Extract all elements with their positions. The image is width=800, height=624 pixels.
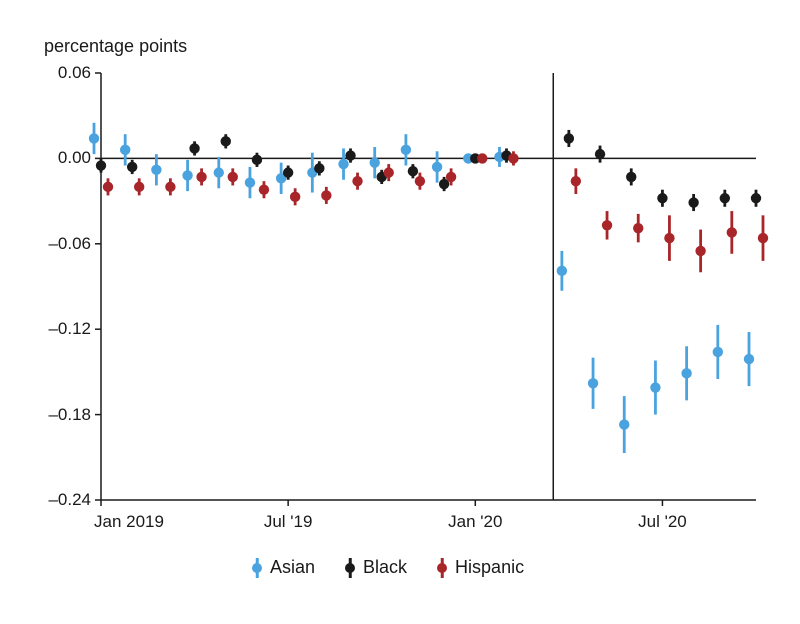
x-tick-label: Jul '19 — [264, 512, 313, 532]
legend-item: Asian — [250, 557, 315, 578]
y-tick-label: –0.18 — [48, 405, 91, 425]
y-tick-label: –0.24 — [48, 490, 91, 510]
legend-marker — [435, 558, 449, 578]
y-tick-label: –0.06 — [48, 234, 91, 254]
y-tick-label: 0.00 — [58, 148, 91, 168]
x-tick-label: Jul '20 — [638, 512, 687, 532]
legend-item: Black — [343, 557, 407, 578]
x-tick-label: Jan '20 — [448, 512, 502, 532]
y-tick-label: –0.12 — [48, 319, 91, 339]
legend-label: Hispanic — [455, 557, 524, 578]
y-tick-label: 0.06 — [58, 63, 91, 83]
legend-marker — [343, 558, 357, 578]
x-tick-label: Jan 2019 — [94, 512, 164, 532]
legend-item: Hispanic — [435, 557, 524, 578]
legend-label: Black — [363, 557, 407, 578]
legend: Asian Black Hispanic — [250, 557, 524, 578]
legend-label: Asian — [270, 557, 315, 578]
legend-marker — [250, 558, 264, 578]
chart-container: percentage points 0.060.00–0.06–0.12–0.1… — [0, 0, 800, 624]
